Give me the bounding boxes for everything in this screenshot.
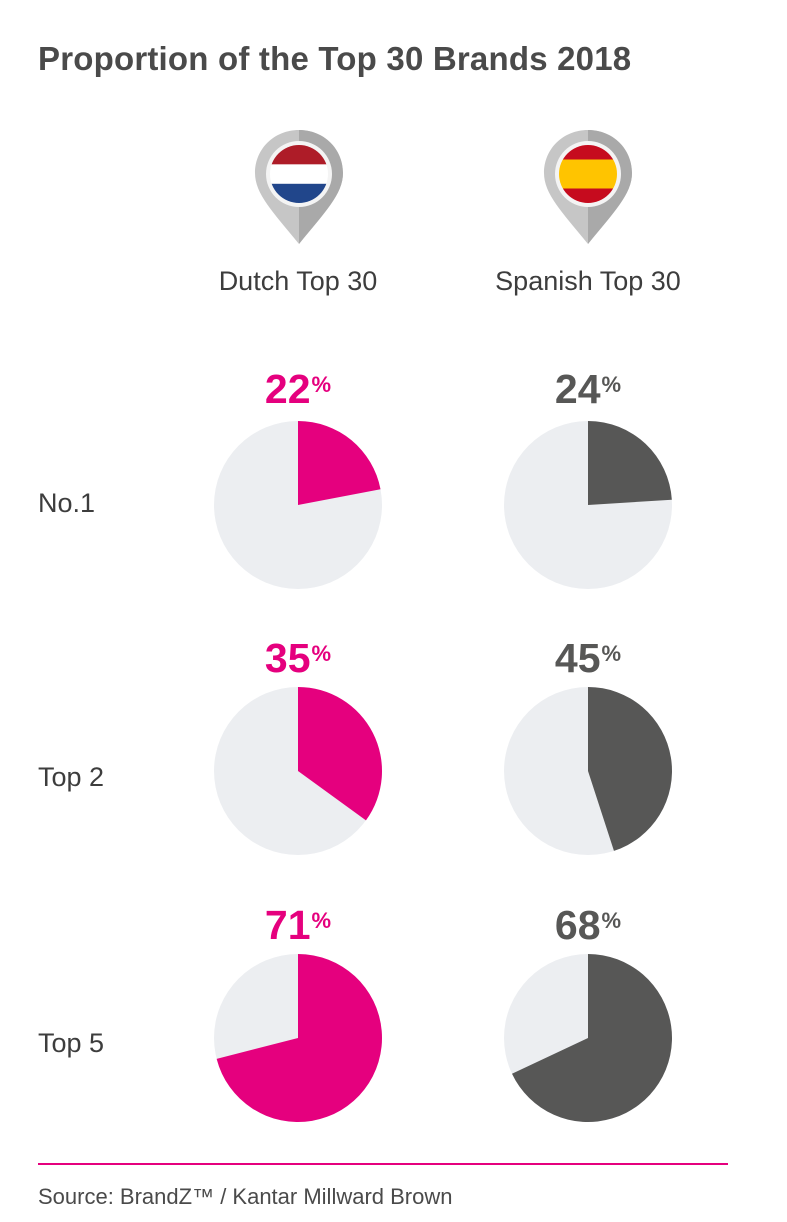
- pie-chart-dutch-top5: [214, 954, 382, 1122]
- column-label-spanish: Spanish Top 30: [495, 266, 681, 296]
- value-label-dutch-top5: 71%: [264, 902, 332, 948]
- row-label-top2: Top 2: [38, 762, 105, 792]
- pie-slice-spanish-top5: [511, 954, 672, 1122]
- pie-chart-spanish-top5: [504, 954, 672, 1122]
- row-label-top5: Top 5: [38, 1028, 105, 1058]
- value-label-spanish-no1: 24%: [554, 366, 622, 412]
- value-label-dutch-no1: 22%: [264, 366, 332, 412]
- pie-chart-dutch-top2: [214, 687, 382, 855]
- pie-slice-dutch-top2: [298, 687, 382, 821]
- pie-slice-dutch-top5: [216, 954, 382, 1122]
- pie-slice-dutch-no1: [298, 421, 381, 505]
- source-note: Source: BrandZ™ / Kantar Millward Brown: [38, 1184, 453, 1209]
- pie-slice-spanish-no1: [588, 421, 672, 505]
- value-label-spanish-top2: 45%: [554, 635, 622, 681]
- column-label-dutch: Dutch Top 30: [218, 266, 378, 296]
- value-label-dutch-top2: 35%: [264, 635, 332, 681]
- pie-chart-spanish-top2: [504, 687, 672, 855]
- chart-title: Proportion of the Top 30 Brands 2018: [38, 40, 632, 77]
- spain-flag-icon: [544, 130, 632, 244]
- value-label-spanish-top5: 68%: [554, 902, 622, 948]
- divider-line: [38, 1163, 728, 1165]
- pie-chart-dutch-no1: [214, 421, 382, 589]
- row-label-no1: No.1: [38, 488, 96, 518]
- pie-slice-spanish-top2: [588, 687, 672, 851]
- netherlands-flag-icon: [255, 130, 343, 244]
- pie-chart-spanish-no1: [504, 421, 672, 589]
